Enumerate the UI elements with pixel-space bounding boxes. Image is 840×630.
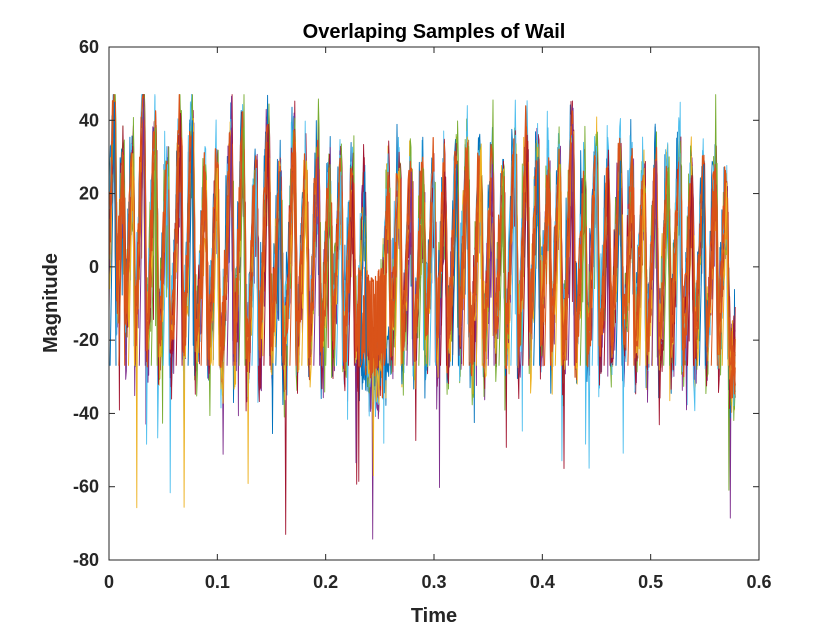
x-tick-label: 0.4 xyxy=(530,572,555,592)
x-tick-label: 0.6 xyxy=(746,572,771,592)
peak-spike-7 xyxy=(187,120,195,366)
peak-spike-25 xyxy=(418,167,426,366)
peak-spike-18 xyxy=(325,164,333,366)
peak-spike-45 xyxy=(651,160,659,366)
peak-spike-13 xyxy=(263,123,271,366)
series-layer xyxy=(109,94,736,540)
peak-spike-17 xyxy=(313,156,321,366)
y-axis-label: Magnitude xyxy=(40,253,62,353)
peak-spike-50 xyxy=(710,167,718,366)
x-tick-label: 0.1 xyxy=(205,572,230,592)
peak-spike-40 xyxy=(591,145,599,366)
peak-spike-37 xyxy=(554,164,562,366)
y-tick-label: -80 xyxy=(73,550,99,570)
peak-spike-39 xyxy=(579,175,587,366)
peak-spike-5 xyxy=(162,164,170,366)
chart-title: Overlaping Samples of Wail xyxy=(303,21,566,43)
peak-spike-35 xyxy=(533,156,541,366)
y-tick-label: 20 xyxy=(79,184,99,204)
peak-spike-3 xyxy=(138,98,146,366)
peak-spike-8 xyxy=(200,171,208,366)
y-tick-label: 40 xyxy=(79,110,99,130)
peak-spike-0 xyxy=(109,101,117,366)
y-tick-label: -40 xyxy=(73,403,99,423)
peak-spike-23 xyxy=(394,167,402,366)
x-tick-label: 0.5 xyxy=(638,572,663,592)
tick-layer: 0 0.1 0.2 0.3 0.4 0.5 0.6 -80 -60 -40 -20 0 20 40 60 xyxy=(73,37,772,592)
x-tick-label: 0.3 xyxy=(421,572,446,592)
peak-spike-28 xyxy=(451,164,459,366)
peak-spike-9 xyxy=(212,167,220,366)
y-tick-label: -20 xyxy=(73,330,99,350)
peak-spike-42 xyxy=(615,160,623,366)
y-tick-label: 60 xyxy=(79,37,99,57)
y-tick-label: -60 xyxy=(73,477,99,497)
peak-spike-51 xyxy=(721,182,729,366)
peak-spike-1 xyxy=(118,156,126,366)
peak-spike-31 xyxy=(487,164,495,366)
peak-spike-16 xyxy=(301,160,309,366)
peak-spike-44 xyxy=(639,167,647,366)
peak-spike-6 xyxy=(175,112,183,366)
peak-spike-47 xyxy=(675,153,682,366)
peak-spike-20 xyxy=(347,175,355,366)
peak-spike-14 xyxy=(275,171,283,366)
peak-spike-24 xyxy=(406,171,414,366)
peak-spike-32 xyxy=(498,171,506,366)
y-tick-label: 0 xyxy=(89,257,99,277)
peak-spike-11 xyxy=(238,127,246,366)
x-tick-label: 0.2 xyxy=(313,572,338,592)
peak-spike-36 xyxy=(544,167,551,366)
peak-spike-38 xyxy=(567,123,575,366)
peak-spike-33 xyxy=(510,134,518,366)
peak-spike-48 xyxy=(687,175,694,366)
peak-spike-43 xyxy=(627,171,635,366)
peak-spike-15 xyxy=(289,134,297,366)
peak-spike-22 xyxy=(383,175,391,366)
peak-spike-26 xyxy=(429,171,437,366)
peak-spike-19 xyxy=(336,171,343,366)
peak-spike-49 xyxy=(698,164,706,366)
peak-spike-2 xyxy=(128,153,135,366)
x-axis-label: Time xyxy=(411,605,457,627)
peak-spike-21 xyxy=(359,171,367,366)
peak-spike-10 xyxy=(226,127,234,366)
peak-spike-27 xyxy=(440,171,447,366)
peak-spike-46 xyxy=(663,167,671,366)
peak-spike-34 xyxy=(522,134,530,366)
x-tick-label: 0 xyxy=(104,572,114,592)
peak-spike-12 xyxy=(251,167,259,366)
peak-spike-30 xyxy=(475,149,483,366)
peak-spike-4 xyxy=(150,127,158,366)
peak-spike-29 xyxy=(462,142,470,366)
peak-spike-41 xyxy=(603,167,611,366)
